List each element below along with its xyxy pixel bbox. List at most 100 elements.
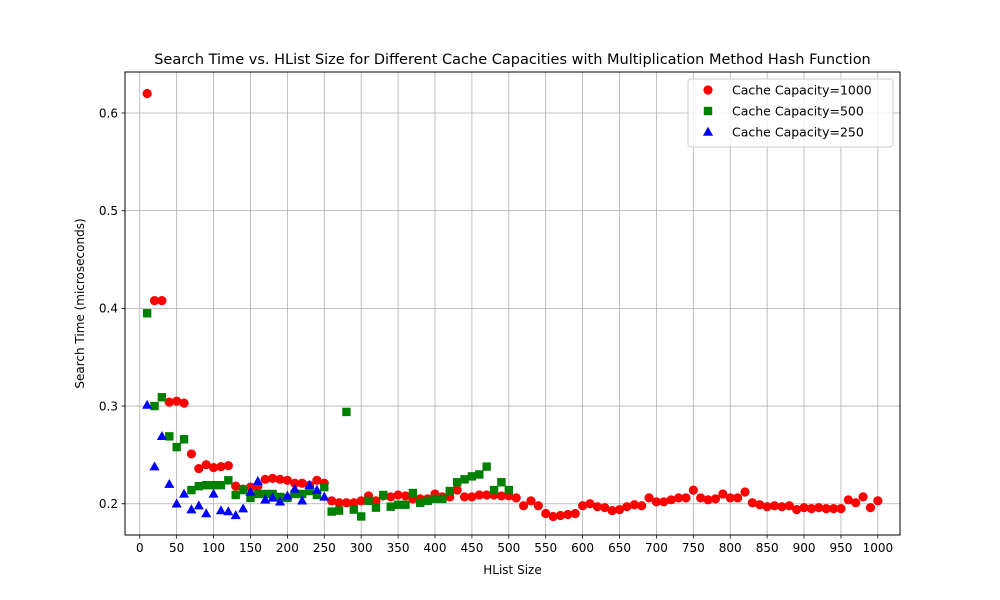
data-point bbox=[312, 490, 322, 500]
data-point bbox=[356, 512, 366, 521]
x-tick-label: 500 bbox=[497, 541, 520, 555]
data-point bbox=[865, 503, 876, 513]
data-point bbox=[297, 489, 307, 499]
data-point bbox=[231, 481, 241, 491]
data-point bbox=[201, 480, 211, 490]
data-point bbox=[769, 501, 780, 511]
data-point bbox=[843, 495, 853, 505]
data-point bbox=[784, 501, 794, 511]
data-point bbox=[873, 496, 883, 506]
x-tick-label: 350 bbox=[387, 541, 410, 555]
x-tick-label: 300 bbox=[350, 541, 373, 555]
x-tick-label: 200 bbox=[276, 541, 299, 555]
data-point bbox=[179, 435, 189, 444]
data-point bbox=[497, 478, 506, 487]
data-point bbox=[386, 492, 396, 502]
data-point bbox=[194, 481, 204, 491]
data-point bbox=[393, 490, 403, 500]
data-point bbox=[275, 474, 285, 484]
data-point bbox=[858, 492, 868, 502]
data-point bbox=[423, 496, 432, 506]
data-point bbox=[401, 500, 410, 509]
x-tick-label: 800 bbox=[719, 541, 742, 555]
y-tick-label: 0.2 bbox=[99, 497, 118, 511]
data-point bbox=[592, 502, 602, 512]
data-point bbox=[452, 478, 462, 487]
data-point bbox=[156, 431, 167, 441]
x-tick-label: 600 bbox=[571, 541, 594, 555]
data-point bbox=[165, 432, 174, 441]
data-point bbox=[267, 492, 278, 502]
x-tick-label: 900 bbox=[793, 541, 816, 555]
data-point bbox=[334, 498, 344, 508]
x-tick-label: 950 bbox=[829, 541, 852, 555]
data-point bbox=[142, 88, 152, 99]
data-point bbox=[327, 496, 337, 506]
data-point bbox=[459, 492, 470, 502]
data-point bbox=[164, 397, 174, 407]
x-tick-label: 1000 bbox=[863, 541, 894, 555]
data-point bbox=[223, 461, 233, 471]
x-tick-label: 50 bbox=[169, 541, 184, 555]
data-point bbox=[261, 489, 270, 499]
data-point bbox=[600, 503, 610, 513]
data-point bbox=[710, 494, 721, 504]
data-point bbox=[703, 495, 713, 505]
data-point bbox=[187, 485, 196, 495]
data-point bbox=[238, 485, 248, 495]
data-point bbox=[312, 475, 322, 485]
data-point bbox=[289, 483, 300, 493]
data-point bbox=[209, 480, 218, 490]
data-point bbox=[607, 505, 617, 516]
data-point bbox=[216, 480, 226, 490]
data-point bbox=[282, 490, 293, 500]
data-point bbox=[334, 506, 344, 515]
data-point bbox=[489, 485, 499, 495]
data-point bbox=[186, 449, 197, 459]
data-point bbox=[342, 407, 351, 417]
data-point bbox=[142, 399, 153, 409]
data-point bbox=[157, 295, 167, 306]
x-tick-label: 100 bbox=[202, 541, 225, 555]
data-point bbox=[585, 499, 595, 509]
chart-title: Search Time vs. HList Size for Different… bbox=[154, 52, 871, 68]
legend-entry: Cache Capacity=1000 bbox=[732, 83, 872, 98]
data-point bbox=[762, 502, 772, 512]
data-point bbox=[356, 496, 366, 506]
data-point bbox=[400, 491, 411, 501]
legend-entry: Cache Capacity=250 bbox=[732, 125, 864, 140]
data-point bbox=[518, 501, 529, 511]
data-point bbox=[533, 501, 543, 511]
data-point bbox=[172, 396, 182, 406]
data-point bbox=[208, 488, 219, 498]
data-point bbox=[194, 463, 204, 474]
data-point bbox=[201, 508, 212, 518]
data-point bbox=[172, 442, 181, 452]
data-point bbox=[319, 491, 330, 501]
data-point bbox=[253, 489, 263, 499]
x-tick-label: 550 bbox=[534, 541, 557, 555]
data-point bbox=[393, 500, 403, 509]
data-point bbox=[482, 490, 492, 500]
data-point bbox=[799, 503, 809, 513]
data-point bbox=[186, 504, 197, 514]
data-point bbox=[274, 496, 286, 506]
data-point bbox=[828, 504, 839, 514]
data-point bbox=[349, 505, 359, 514]
data-point bbox=[150, 401, 159, 411]
data-point bbox=[416, 498, 425, 507]
data-point bbox=[371, 503, 381, 512]
data-point bbox=[814, 503, 824, 513]
x-tick-label: 150 bbox=[239, 541, 262, 555]
data-point bbox=[149, 461, 160, 471]
data-point bbox=[659, 497, 669, 507]
data-point bbox=[179, 398, 189, 408]
data-point bbox=[511, 493, 521, 503]
data-point bbox=[297, 478, 307, 488]
data-point bbox=[238, 503, 249, 513]
data-point bbox=[216, 462, 226, 472]
data-point bbox=[681, 493, 691, 503]
x-tick-label: 450 bbox=[460, 541, 483, 555]
data-point bbox=[755, 500, 765, 510]
data-point bbox=[171, 498, 182, 508]
